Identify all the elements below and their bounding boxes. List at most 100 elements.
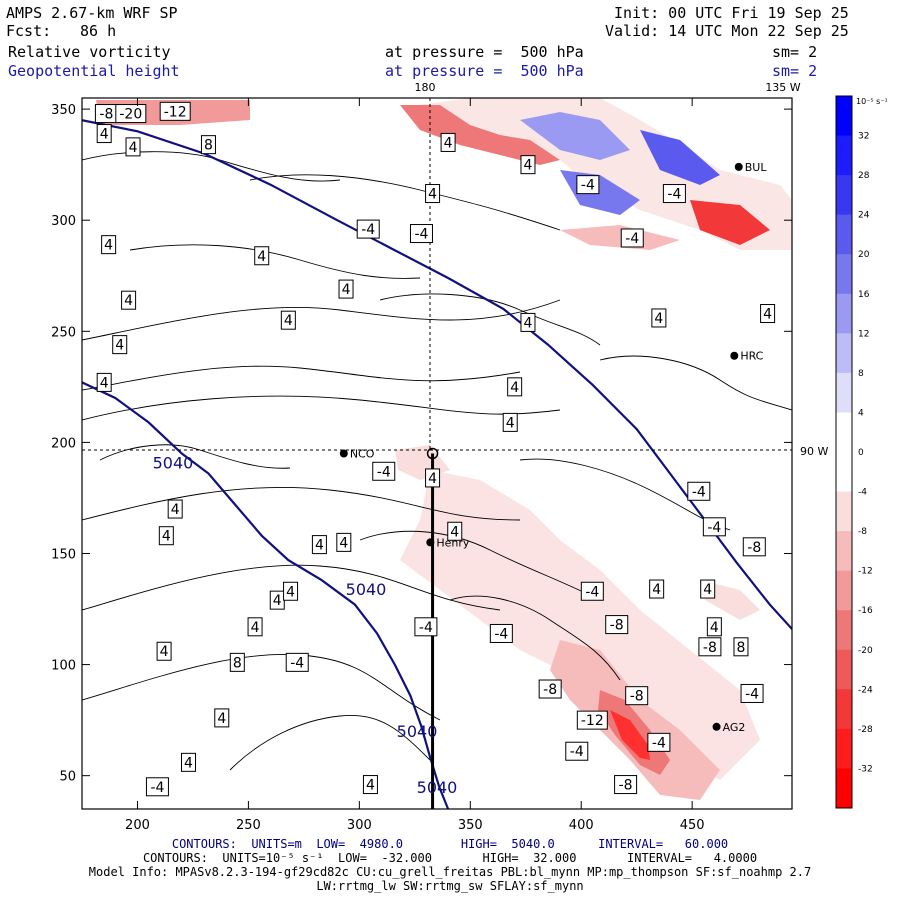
colorbar: 32 28 24 20 16 12 8 4 0 -4 -8 -12 -16 -20 -24 -28 -32 10⁻…: [835, 95, 888, 809]
vorticity-label-text: 4: [524, 315, 533, 331]
vorticity-label-10: -4: [662, 184, 686, 204]
vorticity-shade-4: [610, 710, 650, 760]
station-label: NCO: [350, 448, 375, 461]
vorticity-label-text: 8: [233, 655, 242, 671]
colorbar-segment-15: [836, 689, 852, 730]
vorticity-label-box: [254, 246, 270, 266]
station-marker: [339, 449, 348, 458]
vorticity-contour-2: [82, 395, 561, 421]
colorbar-segment-14: [836, 649, 852, 690]
vorticity-label-text: -4: [150, 780, 164, 796]
vorticity-label-text: -4: [494, 626, 508, 642]
vorticity-label-box: [112, 335, 128, 355]
station-bul: BUL: [734, 161, 767, 174]
vorticity-label-box: [580, 581, 604, 601]
vorticity-label-22: 4: [112, 335, 128, 355]
station-nco: NCO: [339, 448, 375, 461]
vorticity-label-text: 4: [428, 471, 437, 487]
vorticity-label-49: -8: [698, 637, 722, 657]
vorticity-label-2: -12: [159, 101, 191, 121]
vorticity-label-9: -4: [576, 175, 600, 195]
forecast-value: 86 h: [80, 22, 117, 40]
footer-model-info: Model Info: MPASv8.2.3-194-gf29cd82c CU:…: [88, 865, 812, 879]
colorbar-frame: [835, 95, 853, 809]
vorticity-label-box: [702, 517, 726, 537]
vorticity-label-box: [283, 581, 299, 601]
vorticity-label-text: 4: [171, 502, 180, 518]
plot-area: -8 -20 -12 4 4 8 4 4 4 -4 -4 -4 -4 -4 4 4 4 4 4 4 4 4 4 4 4 4 -4 4 4…: [82, 98, 792, 809]
vorticity-label-text: -4: [361, 222, 375, 238]
vorticity-contour-3: [82, 486, 521, 521]
colorbar-tick-label-8: 0: [858, 448, 864, 458]
plot-frame: [81, 97, 793, 810]
vorticity-label-48: 4: [156, 641, 172, 661]
x-tick-label-350: 350: [458, 818, 483, 833]
colorbar-segment-16: [836, 728, 852, 769]
vorticity-label-text: 4: [160, 644, 169, 660]
vorticity-label-45: 4: [706, 617, 722, 637]
vorticity-map-chart: -8 -20 -12 4 4 8 4 4 4 -4 -4 -4 -4 -4 4 4 4 4 4 4 4 4 4 4 4 4 -4 4 4…: [51, 81, 888, 833]
vorticity-label-box: [425, 468, 441, 488]
vorticity-label-box: [647, 732, 671, 752]
colorbar-units-label: 10⁻⁵ s⁻¹: [856, 97, 888, 106]
vorticity-label-box: [311, 535, 327, 555]
vorticity-label-box: [285, 652, 309, 672]
colorbar-tick-label-12: -16: [858, 606, 873, 616]
station-marker: [734, 162, 743, 171]
vorticity-label-text: 4: [217, 711, 226, 727]
vorticity-label-text: 4: [366, 778, 375, 794]
colorbar-tick-label-13: -20: [858, 646, 873, 656]
colorbar-tick-label-2: 24: [858, 211, 870, 221]
vorticity-label-box: [125, 137, 141, 157]
vorticity-label-52: -8: [625, 686, 649, 706]
vorticity-shade-7: [640, 130, 720, 185]
vorticity-label-text: 4: [257, 249, 266, 265]
vorticity-label-34: -4: [702, 517, 726, 537]
y-tick-label-350: 350: [51, 103, 76, 118]
vorticity-label-text: 4: [763, 307, 772, 323]
vorticity-contour-7: [359, 530, 601, 601]
vorticity-label-box: [414, 617, 438, 637]
colorbar-segment-11: [836, 531, 852, 572]
vorticity-contour-13: [449, 595, 621, 681]
vorticity-label-box: [489, 623, 513, 643]
vorticity-label-box: [649, 579, 665, 599]
colorbar-tick-label-14: -24: [858, 685, 873, 695]
vorticity-label-text: -4: [692, 484, 706, 500]
pressure-level-height: at pressure = 500 hPa: [385, 62, 584, 80]
vorticity-label-33: -4: [687, 481, 711, 501]
vorticity-label-text: -4: [585, 584, 599, 600]
vorticity-label-4: 4: [125, 137, 141, 157]
vorticity-label-box: [159, 101, 191, 121]
station-marker: [712, 722, 721, 731]
vorticity-contour-11: [599, 355, 792, 411]
vorticity-label-8: 4: [425, 184, 441, 204]
vorticity-label-60: -4: [145, 777, 169, 797]
vorticity-label-text: -4: [625, 231, 639, 247]
colorbar-tick-label-7: 4: [858, 408, 864, 418]
vorticity-label-box: [576, 710, 608, 730]
vorticity-label-box: [520, 312, 536, 332]
vorticity-label-47: -4: [285, 652, 309, 672]
vorticity-label-text: 4: [100, 127, 109, 143]
vorticity-contour-5: [82, 654, 441, 721]
vorticity-label-text: 4: [444, 135, 453, 151]
colorbar-segment-5: [836, 293, 852, 334]
vorticity-label-text: -8: [543, 682, 557, 698]
vorticity-label-23: 4: [96, 372, 112, 392]
vorticity-shade-6: [520, 112, 630, 160]
colorbar-segment-2: [836, 175, 852, 216]
vorticity-label-text: 4: [104, 238, 113, 254]
vorticity-label-38: 4: [700, 579, 716, 599]
vorticity-label-box: [662, 184, 686, 204]
vorticity-shade-1: [400, 470, 760, 780]
x-tick-label-200: 200: [125, 818, 150, 833]
vorticity-label-text: 4: [339, 535, 348, 551]
vorticity-label-15: 4: [254, 246, 270, 266]
station-marker: [730, 351, 739, 360]
vorticity-label-6: 4: [440, 132, 456, 152]
colorbar-tick-label-9: -4: [858, 488, 867, 498]
station-ag2: AG2: [712, 721, 745, 734]
vorticity-shade-5: [400, 105, 560, 165]
vorticity-label-box: [576, 175, 600, 195]
